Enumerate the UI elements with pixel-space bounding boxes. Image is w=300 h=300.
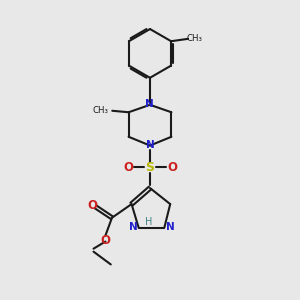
Text: O: O [167, 161, 177, 174]
Text: N: N [129, 222, 138, 232]
Text: CH₃: CH₃ [187, 34, 203, 43]
Text: O: O [123, 161, 133, 174]
Text: N: N [146, 140, 154, 150]
Text: N: N [145, 99, 154, 109]
Text: H: H [145, 217, 152, 227]
Text: O: O [87, 199, 97, 212]
Text: CH₃: CH₃ [93, 106, 109, 115]
Text: S: S [146, 161, 154, 174]
Text: O: O [100, 234, 110, 247]
Text: N: N [167, 222, 175, 232]
